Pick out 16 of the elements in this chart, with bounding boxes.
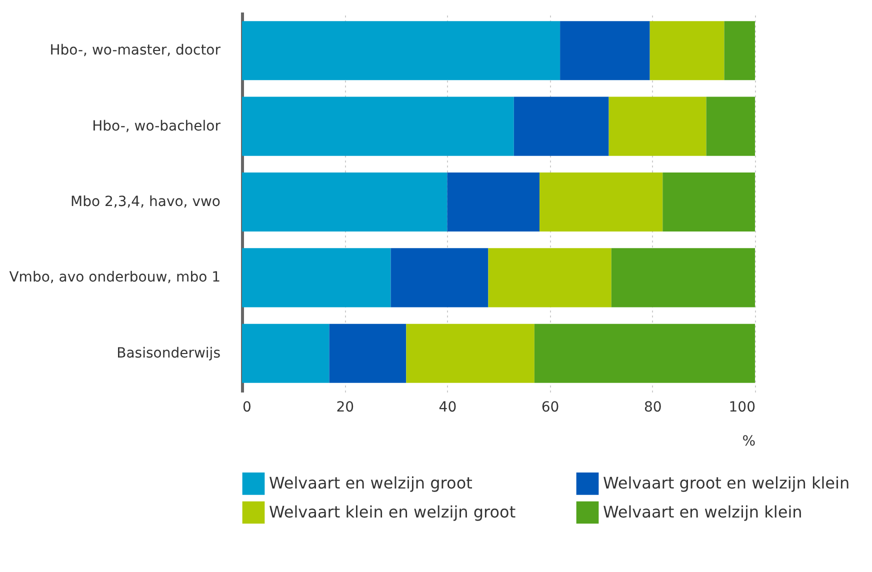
x-tick-label: 80 <box>644 400 662 416</box>
y-tick-label: Vmbo, avo onderbouw, mbo 1 <box>9 270 220 286</box>
y-tick-label: Basisonderwijs <box>116 345 220 362</box>
y-tick-label: Mbo 2,3,4, havo, vwo <box>70 194 220 210</box>
x-tick-label: 20 <box>336 400 354 416</box>
y-tick-label: Hbo-, wo-bachelor <box>92 118 221 134</box>
legend-label: Welvaart klein en welzijn groot <box>269 502 516 522</box>
x-tick-label: 100 <box>728 400 756 416</box>
legend-label: Welvaart en welzijn klein <box>603 502 802 522</box>
legend-label: Welvaart groot en welzijn klein <box>603 474 850 493</box>
x-tick-label: 60 <box>541 400 560 416</box>
x-tick-label: 40 <box>438 400 457 416</box>
x-tick-label: 0 <box>242 400 252 416</box>
y-tick-label: Hbo-, wo-master, doctor <box>50 42 221 59</box>
legend-label: Welvaart en welzijn groot <box>269 474 472 493</box>
x-axis-title: % <box>742 434 756 450</box>
